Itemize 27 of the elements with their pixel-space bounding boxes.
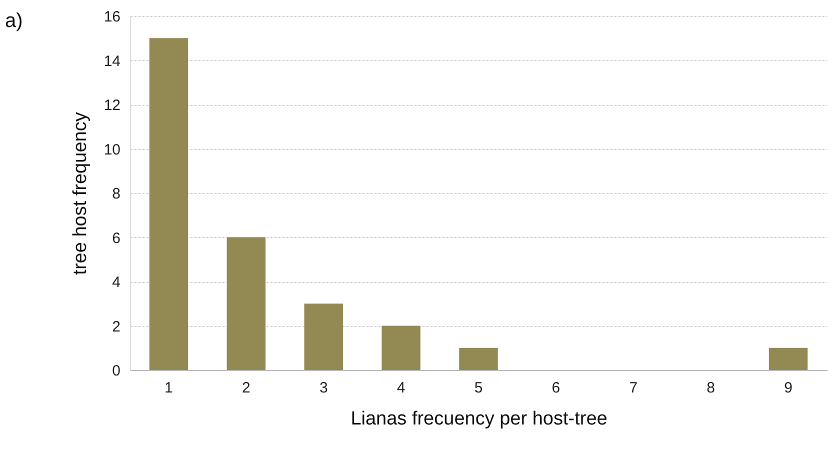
y-tick-label: 8	[112, 186, 120, 202]
y-tick-label: 4	[112, 274, 120, 291]
y-tick-label: 2	[112, 318, 120, 336]
x-tick-label: 1	[164, 380, 173, 396]
x-tick-label: 3	[319, 380, 328, 396]
y-tick-label: 16	[104, 8, 120, 26]
y-tick-label: 6	[112, 230, 120, 247]
text: a)	[5, 10, 23, 32]
bar	[149, 38, 188, 370]
bar	[459, 348, 498, 370]
y-tick-label: 10	[104, 141, 120, 158]
bar	[304, 304, 343, 370]
x-tick-label: 6	[552, 380, 560, 396]
x-tick-label: 7	[629, 380, 638, 396]
y-axis-title: tree host frequency	[70, 112, 91, 275]
y-tick-label: 14	[104, 52, 120, 70]
y-tick-label: 0	[112, 362, 120, 380]
x-tick-label: 4	[396, 380, 406, 396]
y-tick-label: 12	[104, 97, 120, 114]
bar	[382, 326, 420, 370]
x-axis-title: Lianas frecuency per host-tree	[350, 408, 608, 430]
bar	[768, 348, 808, 370]
x-tick-label: 9	[784, 380, 792, 396]
x-tick-label: 8	[706, 380, 716, 396]
bar	[226, 237, 266, 370]
x-tick-label: 5	[474, 380, 483, 396]
x-tick-label: 2	[242, 380, 250, 396]
